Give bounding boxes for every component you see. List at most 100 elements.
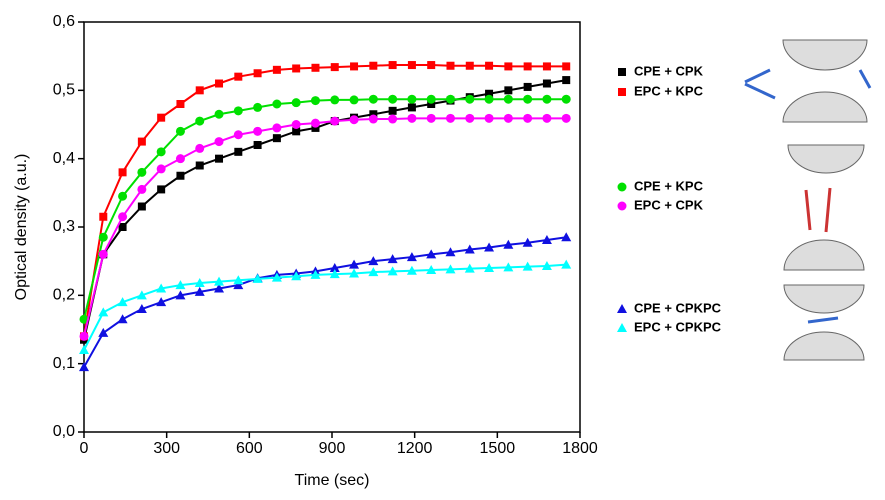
y-tick-label: 0,3: [53, 218, 75, 235]
data-point: [329, 263, 340, 272]
data-point: [465, 61, 474, 70]
data-point: [388, 94, 398, 104]
data-point: [542, 79, 551, 88]
data-point: [311, 63, 320, 72]
data-point: [253, 69, 262, 78]
data-point: [233, 280, 244, 290]
data-point: [368, 114, 378, 124]
data-point: [504, 62, 513, 71]
data-point: [253, 141, 262, 149]
data-point: [175, 126, 185, 136]
data-point: [175, 290, 186, 300]
data-point: [426, 265, 437, 275]
legend-label: EPC + CPKPC: [634, 319, 722, 334]
data-point: [388, 106, 397, 115]
data-point: [485, 89, 494, 98]
data-point: [291, 271, 302, 281]
series-line: [83, 64, 567, 337]
data-point: [118, 191, 128, 201]
data-point: [522, 237, 533, 247]
data-point: [330, 116, 340, 126]
data-point: [542, 94, 552, 104]
data-point: [406, 265, 417, 275]
data-point: [542, 62, 551, 71]
data-point: [484, 242, 495, 252]
data-point: [561, 259, 572, 269]
data-point: [252, 273, 263, 283]
data-point: [118, 168, 127, 177]
legend-marker: [618, 88, 626, 96]
legend-label: CPE + CPK: [634, 63, 704, 78]
x-tick-label: 1500: [480, 440, 516, 457]
data-point: [406, 252, 417, 262]
data-point: [387, 266, 398, 276]
data-point: [99, 212, 108, 221]
data-point: [214, 109, 224, 119]
series-line: [83, 236, 567, 368]
legend-label: CPE + KPC: [634, 178, 704, 193]
data-point: [503, 239, 514, 249]
data-point: [195, 143, 205, 153]
data-point: [350, 62, 359, 71]
legend-label: EPC + KPC: [634, 83, 704, 98]
data-point: [272, 65, 281, 74]
data-point: [272, 99, 282, 109]
y-tick-label: 0,6: [53, 13, 75, 30]
data-point: [117, 297, 128, 307]
data-point: [562, 76, 571, 85]
data-point: [175, 280, 186, 290]
data-point: [484, 113, 494, 123]
legend-marker: [617, 304, 627, 313]
data-point: [330, 63, 339, 72]
data-point: [195, 86, 204, 95]
data-point: [561, 113, 571, 123]
data-point: [368, 267, 379, 277]
data-point: [503, 94, 513, 104]
data-point: [426, 113, 436, 123]
data-point: [79, 314, 89, 324]
data-point: [272, 123, 282, 133]
data-point: [79, 362, 89, 372]
data-point: [214, 276, 225, 286]
data-point: [233, 275, 244, 285]
data-point: [98, 232, 108, 242]
data-point: [427, 61, 436, 70]
plot-frame: [83, 21, 581, 433]
data-point: [503, 113, 513, 123]
data-point: [446, 61, 455, 70]
data-point: [137, 184, 147, 194]
data-point: [464, 244, 475, 254]
data-point: [156, 147, 166, 157]
data-point: [79, 331, 89, 341]
data-point: [214, 137, 224, 147]
data-point: [562, 62, 571, 71]
data-point: [465, 113, 475, 123]
data-point: [484, 263, 495, 272]
data-point: [464, 263, 475, 273]
data-point: [523, 94, 533, 104]
data-point: [349, 115, 359, 125]
data-point: [118, 223, 127, 231]
x-tick-label: 300: [153, 440, 180, 457]
series-line: [83, 98, 567, 320]
data-point: [195, 161, 204, 170]
x-tick-label: 900: [319, 440, 346, 457]
data-point: [445, 94, 455, 104]
y-tick-label: 0,4: [53, 150, 75, 167]
data-point: [445, 247, 456, 257]
data-point: [137, 137, 146, 146]
data-point: [234, 72, 243, 81]
data-point: [310, 269, 321, 279]
data-point: [503, 262, 514, 272]
data-point: [349, 259, 360, 269]
x-tick-label: 1200: [397, 440, 433, 457]
data-point: [176, 171, 185, 180]
legend-label: CPE + CPKPC: [634, 300, 722, 315]
data-point: [195, 116, 205, 126]
data-point: [542, 113, 552, 123]
data-point: [445, 264, 456, 274]
data-point: [504, 86, 513, 95]
x-tick-label: 0: [80, 440, 89, 457]
data-point: [407, 94, 417, 104]
